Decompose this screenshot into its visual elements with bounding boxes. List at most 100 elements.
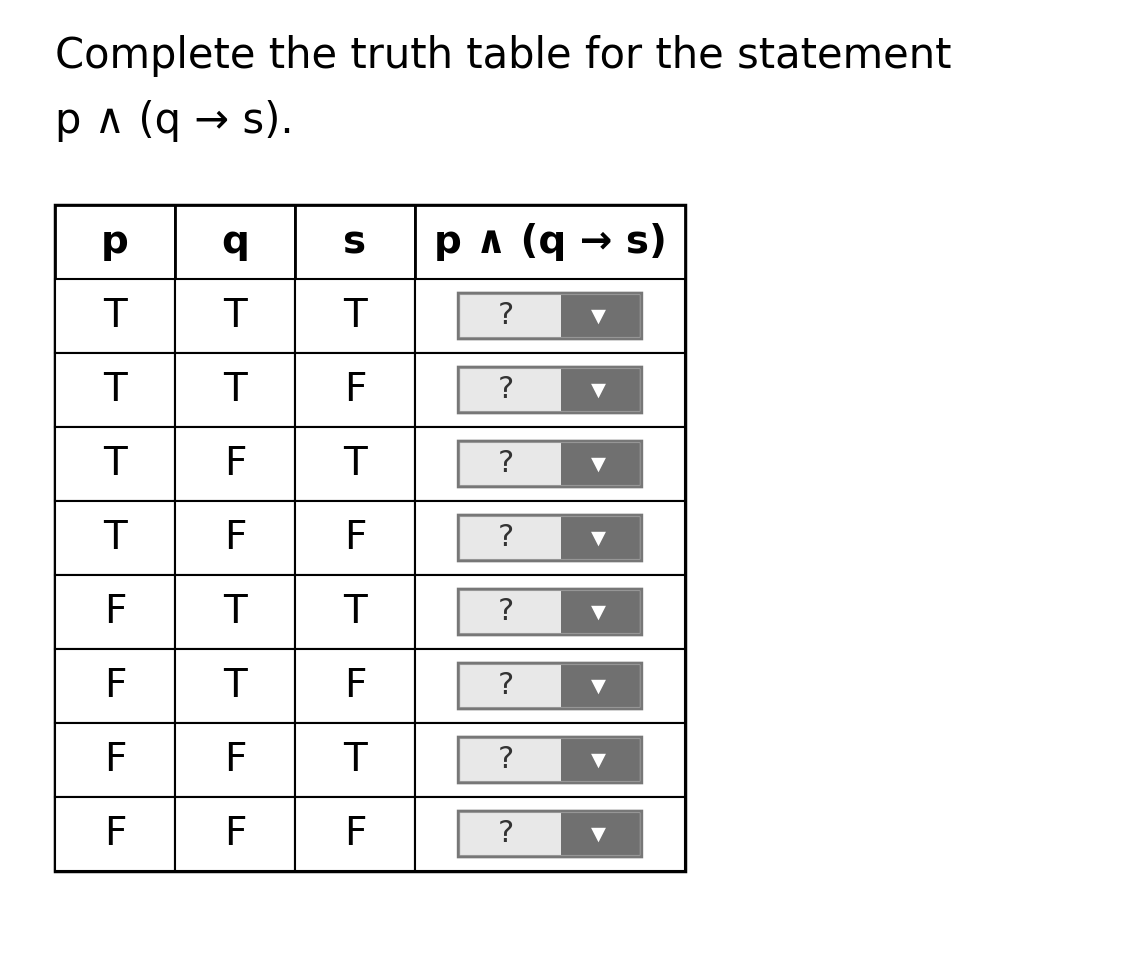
Bar [176,649,295,723]
Text: T: T [104,371,127,409]
Bar [415,427,685,501]
Bar [55,279,176,353]
FancyBboxPatch shape [458,367,641,413]
FancyBboxPatch shape [561,295,640,337]
Text: T: T [343,593,367,631]
Text: ▼: ▼ [591,306,605,325]
Text: ▼: ▼ [591,380,605,399]
Bar [295,797,415,871]
FancyBboxPatch shape [561,591,640,633]
FancyBboxPatch shape [458,516,641,561]
Text: F: F [104,741,126,779]
FancyBboxPatch shape [458,589,641,635]
Bar [295,723,415,797]
Bar [295,353,415,427]
Bar [55,353,176,427]
Text: F: F [104,593,126,631]
Bar [415,353,685,427]
FancyBboxPatch shape [561,665,640,707]
Text: F: F [344,519,367,557]
Text: ?: ? [497,523,514,553]
Bar [295,205,415,279]
Text: ?: ? [497,597,514,627]
FancyBboxPatch shape [460,369,561,411]
Bar [55,723,176,797]
Text: ?: ? [497,746,514,775]
Bar [176,575,295,649]
Bar [55,575,176,649]
FancyBboxPatch shape [460,665,561,707]
Text: T: T [104,445,127,483]
FancyBboxPatch shape [460,295,561,337]
Text: ▼: ▼ [591,603,605,621]
FancyBboxPatch shape [561,739,640,780]
Bar [295,649,415,723]
Text: F: F [104,667,126,705]
Text: T: T [343,297,367,335]
Text: F: F [344,815,367,853]
Text: F: F [224,741,246,779]
Text: F: F [224,815,246,853]
Bar [176,353,295,427]
Text: T: T [223,667,246,705]
Bar [176,797,295,871]
Bar [176,279,295,353]
Bar [415,279,685,353]
Bar [55,205,176,279]
FancyBboxPatch shape [458,811,641,857]
FancyBboxPatch shape [460,517,561,559]
Text: ?: ? [497,820,514,849]
Text: s: s [343,223,367,261]
Bar [176,501,295,575]
FancyBboxPatch shape [458,737,641,783]
FancyBboxPatch shape [561,813,640,855]
FancyBboxPatch shape [460,739,561,780]
Text: ▼: ▼ [591,454,605,473]
Text: T: T [104,519,127,557]
Bar [415,205,685,279]
Bar [55,501,176,575]
Text: ?: ? [497,671,514,701]
Text: T: T [343,445,367,483]
Text: F: F [344,371,367,409]
Bar [55,205,685,871]
Text: F: F [224,445,246,483]
Text: ▼: ▼ [591,825,605,844]
Bar [55,649,176,723]
Text: T: T [104,297,127,335]
Text: F: F [344,667,367,705]
Bar [415,649,685,723]
Bar [176,427,295,501]
Text: p ∧ (q → s).: p ∧ (q → s). [55,100,294,142]
Text: T: T [223,297,246,335]
Bar [415,723,685,797]
FancyBboxPatch shape [460,444,561,485]
Bar [295,501,415,575]
Bar [55,797,176,871]
FancyBboxPatch shape [460,813,561,855]
Bar [176,205,295,279]
Text: ?: ? [497,301,514,330]
FancyBboxPatch shape [561,444,640,485]
Text: ▼: ▼ [591,751,605,770]
Text: Complete the truth table for the statement: Complete the truth table for the stateme… [55,35,952,77]
Text: p ∧ (q → s): p ∧ (q → s) [433,223,666,261]
FancyBboxPatch shape [458,663,641,708]
Bar [295,427,415,501]
Text: ▼: ▼ [591,677,605,695]
Text: ?: ? [497,375,514,404]
Text: ?: ? [497,449,514,478]
Bar [415,501,685,575]
FancyBboxPatch shape [460,591,561,633]
Bar [55,427,176,501]
Bar [176,723,295,797]
Text: T: T [223,593,246,631]
Text: q: q [220,223,249,261]
Bar [415,575,685,649]
Text: ▼: ▼ [591,529,605,547]
FancyBboxPatch shape [458,441,641,487]
Text: F: F [104,815,126,853]
FancyBboxPatch shape [458,293,641,339]
Text: F: F [224,519,246,557]
Bar [415,797,685,871]
